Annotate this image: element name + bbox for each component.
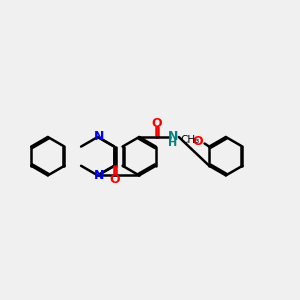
Text: CH₃: CH₃ xyxy=(181,135,200,145)
Text: N: N xyxy=(93,169,104,182)
Text: O: O xyxy=(109,172,120,186)
Text: N: N xyxy=(167,130,178,143)
Text: H: H xyxy=(168,138,177,148)
Text: O: O xyxy=(193,135,203,148)
Text: N: N xyxy=(93,130,104,143)
Text: O: O xyxy=(151,117,161,130)
